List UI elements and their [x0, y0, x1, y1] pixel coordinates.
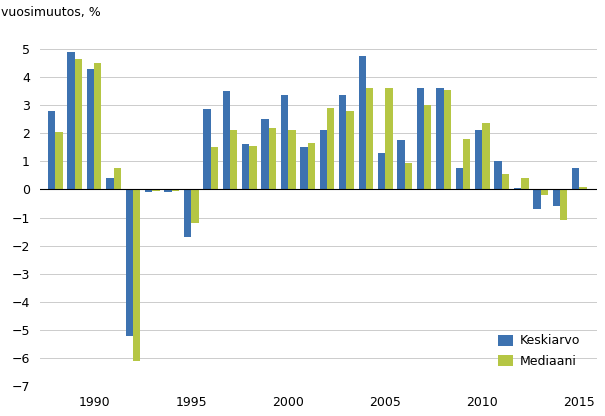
- Bar: [308, 143, 315, 189]
- Bar: [300, 147, 308, 189]
- Bar: [552, 189, 560, 206]
- Bar: [424, 105, 431, 189]
- Bar: [443, 89, 451, 189]
- Bar: [223, 91, 230, 189]
- Bar: [319, 130, 327, 189]
- Bar: [74, 59, 82, 189]
- Bar: [133, 189, 140, 361]
- Bar: [145, 189, 152, 192]
- Bar: [269, 128, 276, 189]
- Bar: [67, 52, 74, 189]
- Bar: [514, 188, 521, 189]
- Bar: [494, 161, 502, 189]
- Bar: [580, 187, 587, 189]
- Bar: [405, 163, 412, 189]
- Bar: [359, 56, 366, 189]
- Text: vuosimuutos, %: vuosimuutos, %: [1, 6, 100, 19]
- Bar: [397, 140, 405, 189]
- Bar: [541, 189, 548, 195]
- Bar: [533, 189, 541, 209]
- Bar: [482, 124, 489, 189]
- Bar: [191, 189, 198, 223]
- Bar: [456, 168, 463, 189]
- Bar: [347, 111, 354, 189]
- Bar: [572, 168, 580, 189]
- Bar: [152, 189, 160, 191]
- Bar: [94, 63, 102, 189]
- Bar: [261, 119, 269, 189]
- Bar: [242, 144, 249, 189]
- Bar: [230, 130, 237, 189]
- Bar: [339, 95, 347, 189]
- Bar: [87, 69, 94, 189]
- Bar: [288, 130, 296, 189]
- Bar: [126, 189, 133, 336]
- Bar: [114, 168, 121, 189]
- Bar: [521, 178, 529, 189]
- Bar: [327, 108, 335, 189]
- Bar: [55, 132, 63, 189]
- Bar: [172, 189, 179, 191]
- Legend: Keskiarvo, Mediaani: Keskiarvo, Mediaani: [494, 329, 585, 373]
- Bar: [378, 153, 385, 189]
- Bar: [106, 178, 114, 189]
- Bar: [417, 88, 424, 189]
- Bar: [281, 95, 288, 189]
- Bar: [249, 146, 257, 189]
- Bar: [502, 174, 509, 189]
- Bar: [184, 189, 191, 237]
- Bar: [211, 147, 218, 189]
- Bar: [463, 139, 470, 189]
- Bar: [560, 189, 567, 220]
- Bar: [475, 130, 482, 189]
- Bar: [48, 111, 55, 189]
- Bar: [385, 88, 393, 189]
- Bar: [203, 109, 211, 189]
- Bar: [366, 88, 373, 189]
- Bar: [165, 189, 172, 192]
- Bar: [436, 88, 443, 189]
